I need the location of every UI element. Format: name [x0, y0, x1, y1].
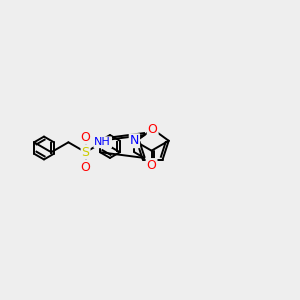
Text: O: O — [148, 123, 158, 136]
Text: O: O — [147, 159, 157, 172]
Text: S: S — [82, 146, 90, 159]
Text: NH: NH — [94, 137, 111, 147]
Text: N: N — [130, 134, 139, 147]
Text: O: O — [81, 160, 91, 174]
Text: O: O — [81, 131, 91, 144]
